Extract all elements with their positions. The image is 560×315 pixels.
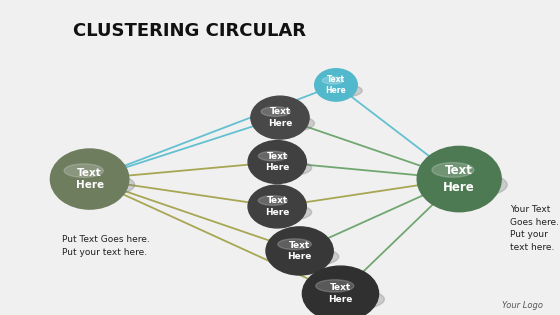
Ellipse shape <box>261 107 290 117</box>
Ellipse shape <box>432 163 474 177</box>
Text: Text
Here: Text Here <box>265 196 290 217</box>
Ellipse shape <box>419 171 507 198</box>
Ellipse shape <box>417 146 501 212</box>
Ellipse shape <box>250 203 312 221</box>
Text: CLUSTERING CIRCULAR: CLUSTERING CIRCULAR <box>73 22 306 40</box>
Ellipse shape <box>50 149 129 209</box>
Text: Text
Here: Text Here <box>328 283 353 304</box>
Ellipse shape <box>258 196 287 205</box>
Text: Text
Here: Text Here <box>325 75 347 95</box>
Ellipse shape <box>322 77 343 84</box>
Ellipse shape <box>253 114 315 132</box>
Ellipse shape <box>318 84 362 97</box>
Ellipse shape <box>268 247 339 267</box>
Ellipse shape <box>248 185 306 228</box>
Ellipse shape <box>250 159 312 177</box>
Text: Put Text Goes here.
Put your text here.: Put Text Goes here. Put your text here. <box>62 235 150 257</box>
Ellipse shape <box>53 172 134 198</box>
Ellipse shape <box>64 164 103 177</box>
Text: Your Logo: Your Logo <box>502 301 543 310</box>
Ellipse shape <box>305 288 384 311</box>
Ellipse shape <box>315 69 357 101</box>
Ellipse shape <box>266 227 333 275</box>
Text: Text
Here: Text Here <box>268 107 292 128</box>
Text: Text
Here: Text Here <box>265 152 290 172</box>
Text: Text
Here: Text Here <box>76 168 104 191</box>
Ellipse shape <box>278 239 311 249</box>
Ellipse shape <box>258 151 287 161</box>
Ellipse shape <box>248 140 306 184</box>
Text: Text
Here: Text Here <box>287 241 312 261</box>
Ellipse shape <box>302 266 379 315</box>
Text: Your Text
Goes here.
Put your
text here.: Your Text Goes here. Put your text here. <box>510 205 558 252</box>
Ellipse shape <box>251 96 309 139</box>
Ellipse shape <box>316 280 354 292</box>
Text: Text
Here: Text Here <box>444 164 475 194</box>
